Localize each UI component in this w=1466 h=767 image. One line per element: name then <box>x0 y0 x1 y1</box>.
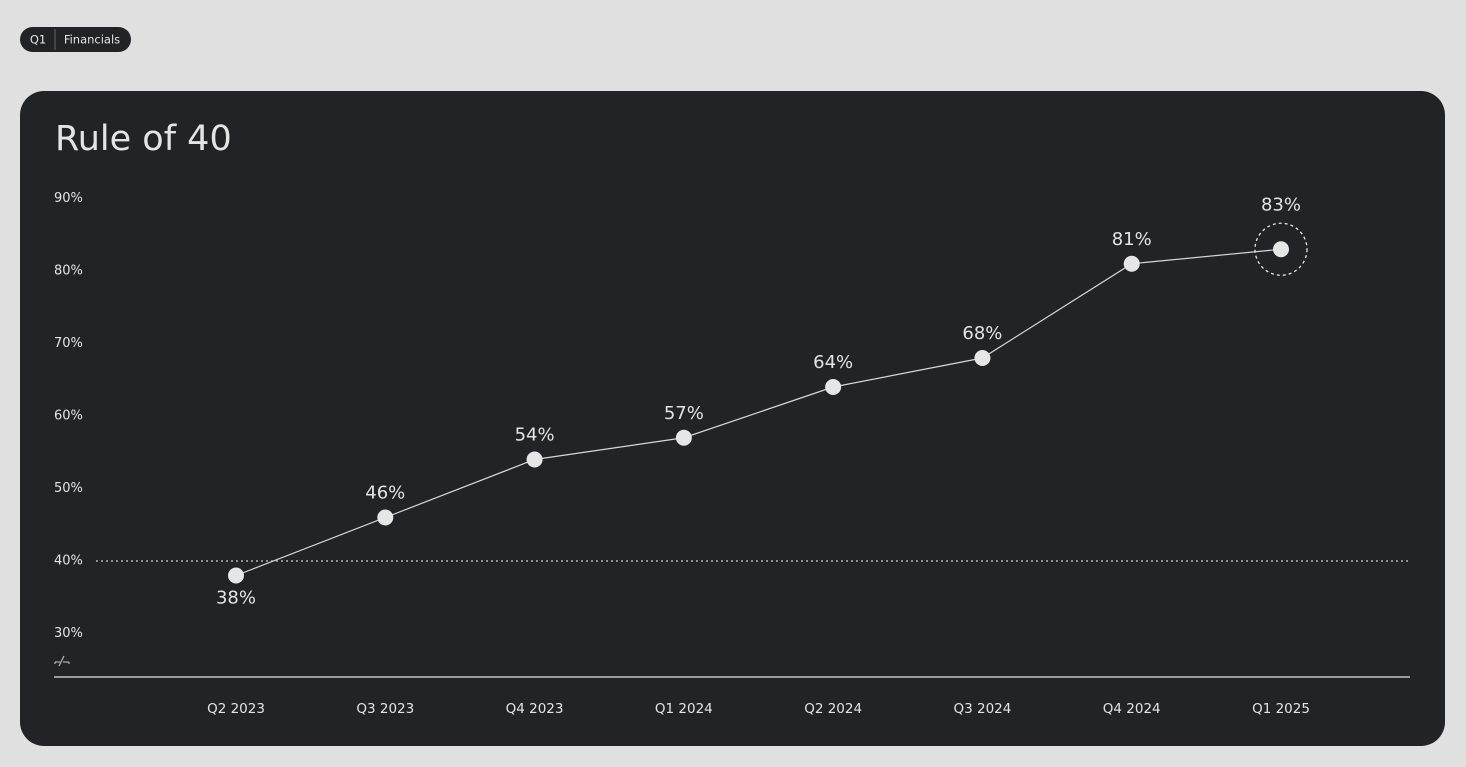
x-tick-label: Q3 2024 <box>953 701 1011 717</box>
x-tick-label: Q1 2024 <box>655 701 713 717</box>
value-label: 68% <box>962 323 1002 344</box>
value-label: 46% <box>365 483 405 504</box>
data-line <box>235 248 1282 577</box>
data-point <box>974 350 991 366</box>
data-point <box>825 379 842 395</box>
y-tick-label: 70% <box>54 336 83 351</box>
x-tick-label: Q4 2023 <box>506 701 564 717</box>
y-tick-label: 50% <box>54 481 83 496</box>
value-label: 57% <box>664 403 704 424</box>
x-tick-label: Q3 2023 <box>356 701 414 717</box>
breadcrumb-item[interactable]: Q1 <box>30 33 46 47</box>
data-point <box>228 567 244 584</box>
value-label: 38% <box>216 588 256 609</box>
x-tick-label: Q2 2023 <box>207 701 265 717</box>
y-tick-label: 80% <box>54 264 83 279</box>
y-tick-label: 60% <box>54 409 83 424</box>
data-point <box>377 509 394 526</box>
x-tick-label: Q1 2025 <box>1252 701 1310 717</box>
breadcrumb-item[interactable]: Financials <box>64 33 120 47</box>
highlight-ring <box>1254 222 1308 276</box>
data-point <box>526 451 543 468</box>
y-tick-label: 40% <box>54 554 83 569</box>
chart-title: Rule of 40 <box>55 119 232 159</box>
value-label: 64% <box>813 352 853 373</box>
x-tick-label: Q4 2024 <box>1103 701 1161 717</box>
chart-card <box>20 91 1445 746</box>
data-point <box>1123 255 1140 272</box>
y-tick-label: 30% <box>54 626 83 641</box>
value-label: 83% <box>1261 194 1301 215</box>
y-tick-label: 90% <box>54 191 83 206</box>
x-tick-label: Q2 2024 <box>804 701 862 717</box>
value-label: 54% <box>515 425 555 446</box>
breadcrumb-pill[interactable] <box>20 27 131 52</box>
value-label: 81% <box>1112 229 1152 250</box>
data-point <box>1273 241 1289 258</box>
axis-break <box>54 655 70 667</box>
data-point <box>675 429 692 446</box>
breadcrumb: Q1 Financials <box>20 27 131 52</box>
